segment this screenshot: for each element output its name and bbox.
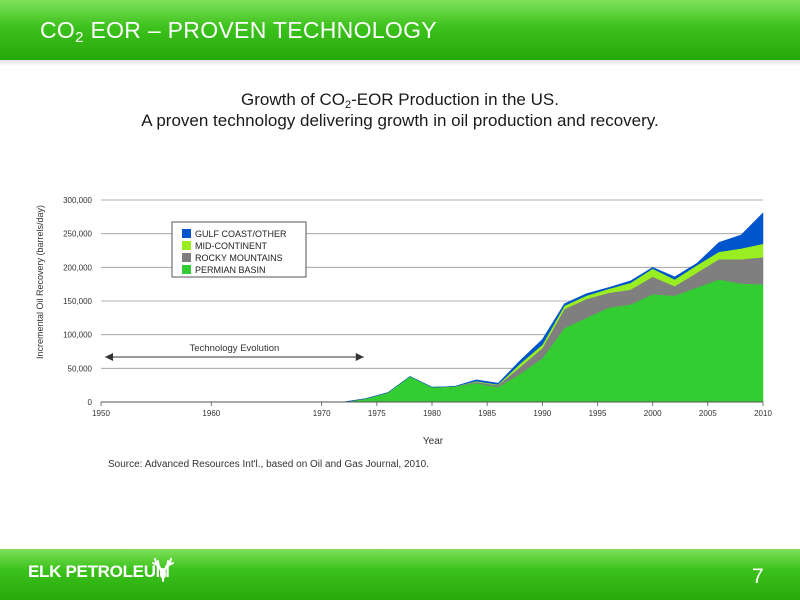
annotation-label: Technology Evolution [190,343,280,354]
slide-title-text: CO [40,17,76,43]
y-tick-label: 100,000 [63,331,92,340]
x-tick-label: 2010 [754,409,772,418]
legend-label: PERMIAN BASIN [195,265,266,275]
legend-swatch [182,241,191,250]
slide-title: CO2 EOR – PROVEN TECHNOLOGY [40,17,437,46]
x-axis-label: Year [423,436,444,447]
source-note: Source: Advanced Resources Int'l., based… [108,459,429,470]
y-tick-label: 300,000 [63,196,92,205]
page-number: 7 [752,565,764,588]
legend-swatch [182,229,191,238]
elk-antler-icon [152,558,174,582]
x-tick-label: 1960 [202,409,220,418]
y-tick-label: 0 [88,398,93,407]
x-tick-label: 2000 [644,409,662,418]
x-tick-label: 2005 [699,409,717,418]
y-tick-label: 50,000 [68,364,93,373]
x-tick-label: 1985 [478,409,496,418]
annotation-arrowhead-left [105,353,113,361]
footer-bar [0,549,800,600]
title-bar-shadow [0,60,800,66]
legend-box [171,221,307,278]
x-tick-label: 1980 [423,409,441,418]
y-tick-label: 250,000 [63,230,92,239]
slide-title-subscript: 2 [75,29,84,46]
annotation-arrowhead-right [355,353,364,361]
x-tick-label: 1970 [313,409,331,418]
x-tick-label: 1990 [533,409,551,418]
y-tick-label: 150,000 [63,297,92,306]
subtitle-1-text-rest: -EOR Production in the US. [351,90,559,109]
chart-title-line-1: Growth of CO2-EOR Production in the US. [0,90,800,111]
legend-label: GULF COAST/OTHER [195,229,287,239]
legend-swatch [182,253,191,262]
x-tick-label: 1995 [589,409,607,418]
chart-title-line-2: A proven technology delivering growth in… [141,111,659,130]
subtitle-1-text: Growth of CO [241,90,345,109]
y-tick-label: 200,000 [63,263,92,272]
area-series-permian-basin [101,279,764,403]
legend-label: ROCKY MOUNTAINS [195,253,283,263]
legend: GULF COAST/OTHER MID-CONTINENT ROCKY MOUNT… [171,221,307,278]
elk-petroleum-logo: ELK PETROLEUM [28,562,170,581]
legend-label: MID-CONTINENT [195,241,267,251]
y-axis-label: Incremental Oil Recovery (barrels/day) [35,205,45,359]
slide-title-text-rest: EOR – PROVEN TECHNOLOGY [83,17,437,43]
axis-layer: 0 50,000 100,000 150,000 200,000 250,000 300,0… [63,196,772,418]
annotation-layer: Technology Evolution [105,343,364,361]
x-tick-label: 1950 [92,409,110,418]
legend-swatch [182,265,191,274]
title-bar [0,0,800,66]
x-tick-label: 1975 [368,409,386,418]
area-series-gulf-coast-other [101,212,764,403]
subtitle-1-subscript: 2 [344,99,352,111]
